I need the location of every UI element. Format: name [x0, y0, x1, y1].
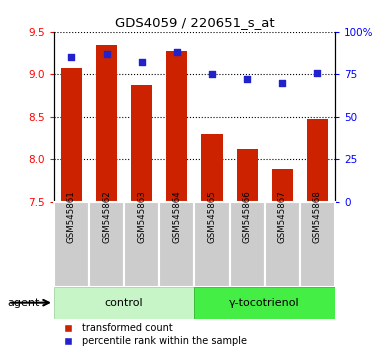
Bar — [54, 287, 194, 319]
Point — [209, 72, 215, 77]
Bar — [131, 85, 152, 202]
Title: GDS4059 / 220651_s_at: GDS4059 / 220651_s_at — [115, 16, 274, 29]
Text: GSM545862: GSM545862 — [102, 190, 111, 242]
Text: GSM545865: GSM545865 — [208, 190, 216, 242]
Bar — [236, 149, 258, 202]
Bar — [229, 202, 265, 287]
Bar — [96, 45, 117, 202]
Text: control: control — [105, 298, 144, 308]
Bar — [89, 202, 124, 287]
Bar — [54, 202, 89, 287]
Bar — [166, 51, 187, 202]
Bar — [194, 202, 229, 287]
Text: agent: agent — [8, 298, 40, 308]
Bar — [124, 202, 159, 287]
Point — [314, 70, 320, 75]
Point — [244, 76, 250, 82]
Bar — [159, 202, 194, 287]
Bar — [194, 287, 335, 319]
Bar — [307, 119, 328, 202]
Bar — [300, 202, 335, 287]
Text: γ-tocotrienol: γ-tocotrienol — [229, 298, 300, 308]
Point — [279, 80, 285, 86]
Bar — [272, 170, 293, 202]
Bar — [201, 134, 223, 202]
Text: GSM545861: GSM545861 — [67, 190, 76, 242]
Bar — [264, 202, 300, 287]
Legend: transformed count, percentile rank within the sample: transformed count, percentile rank withi… — [59, 324, 247, 346]
Point — [139, 59, 145, 65]
Bar — [61, 68, 82, 202]
Point — [174, 50, 180, 55]
Point — [104, 51, 110, 57]
Point — [69, 55, 75, 60]
Text: GSM545868: GSM545868 — [313, 190, 322, 242]
Text: GSM545864: GSM545864 — [172, 190, 181, 242]
Text: GSM545867: GSM545867 — [278, 190, 287, 242]
Text: GSM545866: GSM545866 — [243, 190, 252, 242]
Text: GSM545863: GSM545863 — [137, 190, 146, 242]
